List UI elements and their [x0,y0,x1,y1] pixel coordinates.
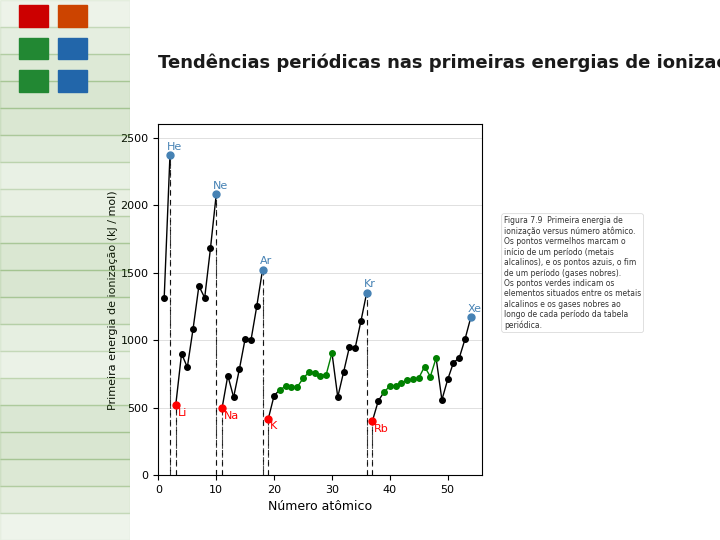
Bar [0,270,130,297]
Bar [0,81,130,108]
Text: Kr: Kr [364,279,376,289]
Bar [19,70,48,92]
Text: He: He [167,141,182,152]
Bar [58,38,87,59]
Bar [0,297,130,324]
Bar [0,216,130,243]
Text: Figura 7.9  Primeira energia de
ionização versus número atômico.
Os pontos verme: Figura 7.9 Primeira energia de ionização… [504,216,642,330]
Bar [19,38,48,59]
Bar [0,459,130,486]
Bar [0,0,130,27]
Bar [0,243,130,270]
Bar [0,189,130,216]
Text: Tendências periódicas nas primeiras energias de ionização: Tendências periódicas nas primeiras ener… [158,54,720,72]
Text: Xe: Xe [468,304,482,314]
Text: Na: Na [224,411,239,421]
Text: Ne: Ne [213,181,229,191]
Bar [58,70,87,92]
Bar [0,54,130,81]
Y-axis label: Primeira energia de ionização (kJ / mol): Primeira energia de ionização (kJ / mol) [108,190,118,409]
Bar [0,27,130,54]
Bar [0,513,130,540]
Text: Ar: Ar [260,256,272,266]
Bar [0,378,130,405]
Bar [0,324,130,351]
Bar [0,351,130,378]
Bar [19,5,48,27]
Bar [0,405,130,432]
Text: Li: Li [178,408,187,418]
Bar [0,162,130,189]
Bar [0,135,130,162]
Text: K: K [270,421,277,431]
Bar [0,432,130,459]
Bar [0,108,130,135]
X-axis label: Número atômico: Número atômico [269,501,372,514]
Bar [0,486,130,513]
Bar [58,5,87,27]
Text: Rb: Rb [374,423,389,434]
